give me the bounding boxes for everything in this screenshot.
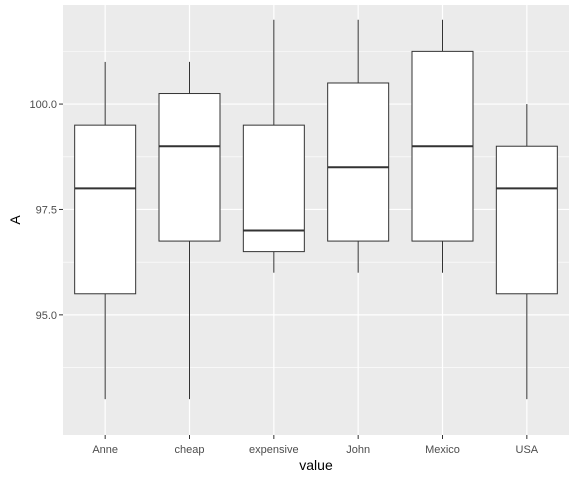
y-tick-label: 100.0 [29, 99, 57, 111]
box-cheap [158, 61, 221, 400]
iqr-box [327, 82, 390, 242]
iqr-box [74, 124, 137, 295]
x-tick-label: Mexico [425, 444, 460, 456]
x-tick-label: USA [516, 444, 539, 456]
box-john [327, 19, 390, 273]
x-tick-label: cheap [175, 444, 205, 456]
y-axis: 95.0 97.5 100.0 [29, 99, 63, 322]
iqr-box [242, 124, 305, 253]
x-axis-title: value [299, 457, 333, 473]
box-usa [495, 104, 558, 400]
y-tick-label: 95.0 [36, 310, 57, 322]
y-axis-title: A [7, 215, 23, 225]
x-tick-label: Anne [92, 444, 118, 456]
box-expensive [242, 19, 305, 273]
box-mexico [411, 19, 474, 273]
iqr-box [158, 93, 221, 242]
x-tick-label: John [346, 444, 370, 456]
y-tick-label: 97.5 [36, 204, 57, 216]
box-series [74, 19, 558, 400]
plot-panel [63, 5, 569, 435]
iqr-box [495, 145, 558, 295]
x-axis: Anne cheap expensive John Mexico USA [92, 435, 539, 456]
x-tick-label: expensive [249, 444, 299, 456]
box-anne [74, 61, 137, 400]
